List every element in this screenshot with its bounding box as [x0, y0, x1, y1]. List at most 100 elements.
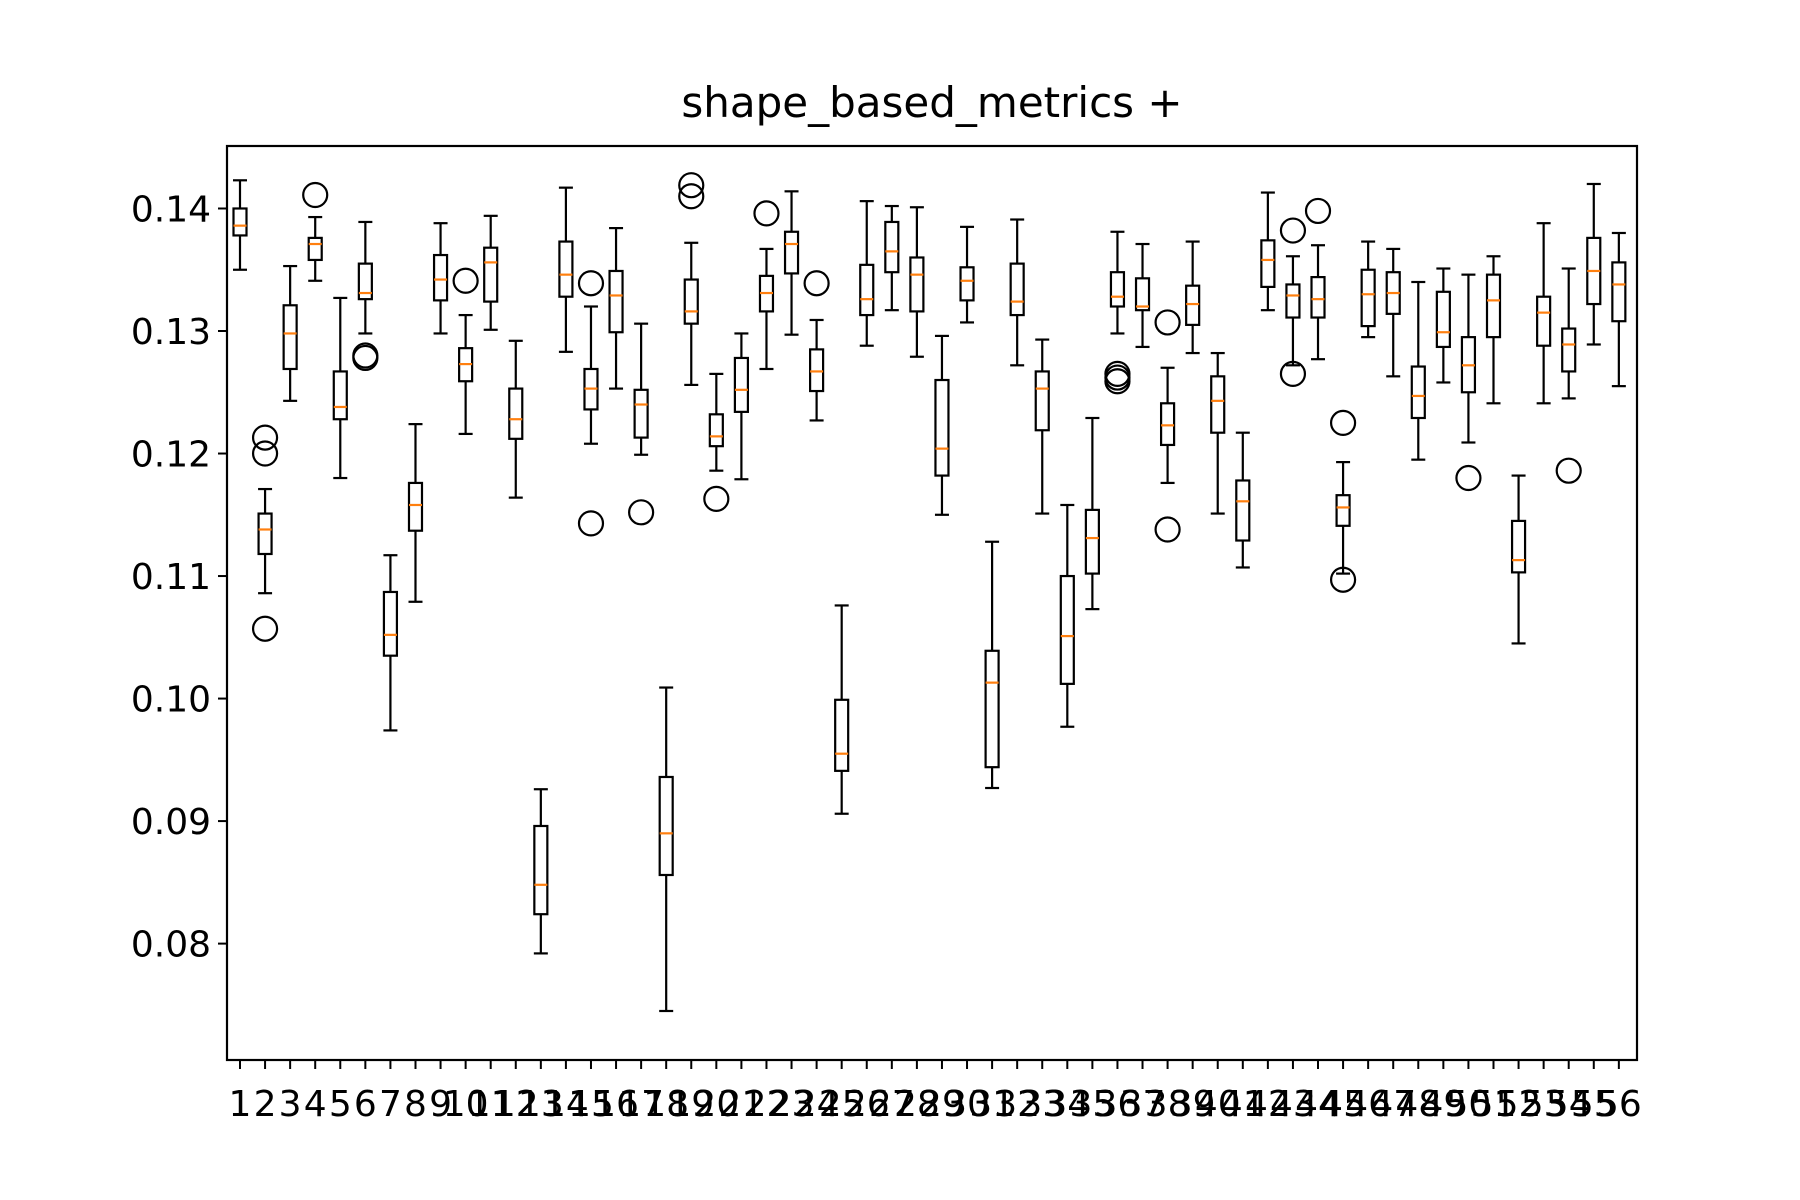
- box-55: [1586, 182, 1602, 346]
- iqr-box: [1611, 261, 1627, 323]
- box-34: [1059, 503, 1075, 728]
- y-tick-label: 0.13: [131, 312, 211, 353]
- x-tick-label: 53: [1521, 1084, 1567, 1125]
- iqr-box: [1285, 283, 1301, 319]
- plot-area-frame: [225, 144, 1639, 1062]
- x-tick-label: 37: [1120, 1084, 1166, 1125]
- outlier-point: [577, 510, 605, 537]
- iqr-box: [909, 256, 925, 313]
- box-9: [432, 222, 449, 335]
- iqr-box: [1109, 271, 1126, 308]
- x-tick-label: 34: [1044, 1084, 1090, 1125]
- box-23: [783, 190, 800, 336]
- x-tick-label: 13: [518, 1084, 564, 1125]
- iqr-box: [809, 348, 825, 393]
- iqr-box: [282, 304, 298, 371]
- x-tick-label: 6: [354, 1084, 377, 1125]
- x-tick-label: 31: [969, 1084, 1015, 1125]
- outlier-point: [1104, 368, 1131, 395]
- outlier-point: [1329, 566, 1357, 593]
- box-29: [934, 334, 950, 516]
- x-tick-label: 33: [1019, 1084, 1065, 1125]
- outlier-point: [1154, 516, 1181, 543]
- iqr-box: [332, 370, 348, 421]
- x-tick-label: 36: [1095, 1084, 1141, 1125]
- box-4: [302, 181, 329, 282]
- x-tick-label: 12: [493, 1084, 539, 1125]
- iqr-box: [382, 590, 399, 657]
- y-tick-label: 0.11: [131, 557, 211, 598]
- outlier-point: [452, 267, 479, 294]
- box-21: [733, 332, 750, 481]
- box-6: [352, 220, 379, 372]
- x-tick-label: 35: [1069, 1084, 1115, 1125]
- outlier-point: [1154, 309, 1181, 336]
- iqr-box: [407, 481, 424, 532]
- iqr-box: [558, 240, 574, 298]
- x-tick-label: 50: [1446, 1084, 1492, 1125]
- box-50: [1455, 273, 1482, 492]
- outlier-point: [1304, 197, 1332, 225]
- box-47: [1385, 247, 1401, 378]
- x-tick-label: 21: [718, 1084, 764, 1125]
- x-tick-label: 22: [744, 1084, 790, 1125]
- outlier-point: [678, 172, 705, 199]
- iqr-box: [633, 388, 649, 439]
- x-tick-label: 38: [1145, 1084, 1191, 1125]
- box-11: [483, 214, 499, 331]
- box-45: [1329, 409, 1357, 593]
- x-tick-label: 39: [1170, 1084, 1216, 1125]
- box-8: [407, 423, 424, 603]
- box-18: [658, 686, 674, 1013]
- iqr-box: [1210, 375, 1226, 434]
- iqr-box: [483, 246, 499, 303]
- outlier-point: [302, 181, 329, 209]
- x-tick-label: 54: [1546, 1084, 1592, 1125]
- box-30: [959, 225, 975, 324]
- box-1: [232, 179, 248, 271]
- box-37: [1134, 242, 1151, 349]
- iqr-box: [1536, 295, 1552, 347]
- outlier-point: [352, 344, 379, 372]
- iqr-box: [708, 413, 724, 448]
- box-46: [1360, 240, 1376, 339]
- iqr-box: [1510, 519, 1527, 574]
- outlier-point: [803, 270, 830, 297]
- x-tick-label: 1: [229, 1084, 252, 1125]
- iqr-box: [432, 253, 449, 302]
- iqr-box: [608, 269, 624, 334]
- iqr-box: [1235, 479, 1251, 542]
- x-tick-label: 32: [994, 1084, 1040, 1125]
- x-tick-label: 15: [568, 1084, 614, 1125]
- plot-marks: [232, 172, 1627, 1013]
- box-42: [1260, 191, 1276, 312]
- box-41: [1235, 431, 1251, 569]
- outlier-point: [1555, 457, 1582, 484]
- box-22: [753, 200, 780, 371]
- box-19: [678, 172, 705, 387]
- x-tick-label: 52: [1496, 1084, 1542, 1125]
- box-2: [251, 424, 279, 642]
- x-tick-label: 41: [1220, 1084, 1266, 1125]
- box-15: [577, 270, 605, 537]
- x-tick-label: 49: [1420, 1084, 1466, 1125]
- box-32: [1009, 218, 1025, 367]
- x-tick-label: 28: [894, 1084, 940, 1125]
- iqr-box: [257, 512, 273, 556]
- iqr-box: [1034, 370, 1050, 432]
- x-tick-label: 45: [1320, 1084, 1366, 1125]
- iqr-box: [1561, 327, 1577, 373]
- y-tick-label: 0.09: [131, 802, 211, 843]
- iqr-box: [508, 387, 524, 440]
- box-13: [533, 788, 549, 955]
- box-20: [703, 372, 730, 512]
- box-17: [628, 322, 655, 526]
- x-tick-label: 43: [1270, 1084, 1316, 1125]
- box-12: [508, 339, 524, 499]
- box-38: [1154, 309, 1181, 543]
- x-tick-label: 25: [819, 1084, 865, 1125]
- outlier-point: [678, 183, 705, 210]
- outlier-point: [251, 440, 279, 467]
- box-7: [382, 554, 399, 732]
- x-tick-label: 23: [769, 1084, 815, 1125]
